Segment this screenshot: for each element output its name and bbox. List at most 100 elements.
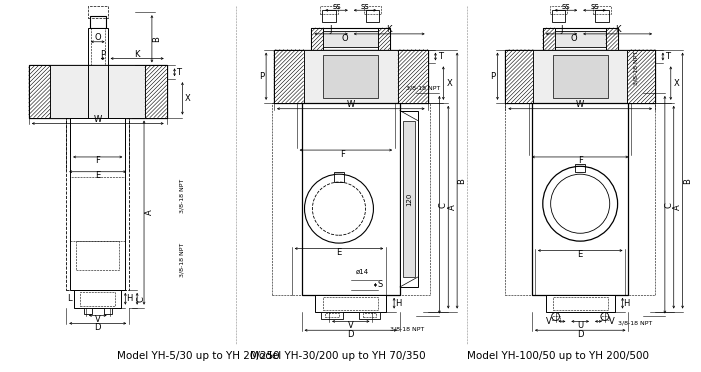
Text: K: K — [615, 25, 620, 35]
Bar — [104, 308, 111, 314]
Bar — [543, 28, 618, 49]
Text: ss: ss — [562, 2, 571, 11]
Text: T: T — [438, 52, 443, 61]
Bar — [29, 65, 167, 118]
Text: T: T — [665, 52, 670, 61]
Text: J: J — [560, 25, 563, 35]
Bar — [67, 118, 129, 290]
Text: X: X — [184, 94, 190, 103]
Text: ø14: ø14 — [355, 269, 369, 275]
Bar — [576, 164, 585, 172]
Bar — [400, 111, 418, 287]
Text: B: B — [458, 178, 467, 183]
Text: W: W — [576, 100, 585, 109]
Text: V: V — [609, 317, 615, 326]
Bar — [543, 28, 554, 49]
Bar — [315, 295, 386, 311]
Text: 3/8-18 NPT: 3/8-18 NPT — [180, 243, 185, 278]
Text: K: K — [386, 25, 392, 35]
Bar — [274, 49, 428, 103]
Text: 3/8-18 NPT: 3/8-18 NPT — [618, 321, 652, 326]
Text: A: A — [448, 204, 456, 210]
Text: E: E — [578, 250, 583, 259]
Bar — [550, 6, 567, 14]
Text: E: E — [95, 171, 100, 180]
Bar — [593, 6, 611, 14]
Text: C: C — [137, 296, 146, 302]
Bar — [29, 65, 50, 118]
Text: 3/8-18 NPT: 3/8-18 NPT — [180, 179, 185, 214]
Bar — [84, 308, 92, 314]
Text: O: O — [95, 33, 101, 42]
Text: B: B — [683, 178, 692, 183]
Bar — [322, 10, 336, 22]
Text: H: H — [623, 299, 629, 308]
Text: Model YH-30/200 up to YH 70/350: Model YH-30/200 up to YH 70/350 — [250, 351, 426, 361]
Bar — [325, 312, 339, 317]
Bar — [323, 31, 379, 46]
Text: K: K — [135, 50, 140, 59]
Bar — [595, 10, 608, 22]
Bar — [90, 16, 106, 28]
Text: F: F — [578, 156, 583, 166]
Bar — [505, 49, 655, 103]
Text: W: W — [347, 100, 355, 109]
Text: O: O — [341, 34, 348, 43]
Bar — [311, 28, 323, 49]
Bar — [274, 49, 304, 103]
Bar — [398, 49, 428, 103]
Bar — [321, 311, 343, 320]
Bar — [532, 103, 628, 295]
Bar — [88, 6, 107, 18]
Text: P: P — [259, 72, 264, 81]
Text: T: T — [176, 68, 181, 77]
Text: F: F — [95, 156, 100, 166]
Bar — [601, 317, 608, 320]
Text: X: X — [674, 78, 679, 88]
Bar — [627, 49, 655, 103]
Text: L: L — [67, 294, 72, 303]
Bar — [304, 49, 398, 103]
Text: Model YH-100/50 up to YH 200/500: Model YH-100/50 up to YH 200/500 — [467, 351, 649, 361]
Bar — [362, 312, 376, 317]
Bar — [365, 10, 379, 22]
Text: A: A — [673, 204, 682, 210]
Bar — [70, 118, 125, 290]
Bar — [552, 10, 566, 22]
Bar — [80, 292, 116, 306]
Bar — [70, 177, 125, 241]
Text: 3/8-18 NPT: 3/8-18 NPT — [406, 86, 440, 90]
Text: ss: ss — [332, 2, 341, 11]
Bar — [505, 103, 655, 295]
Text: F: F — [341, 150, 346, 158]
Text: A: A — [144, 210, 154, 215]
Text: C: C — [439, 202, 448, 208]
Text: P: P — [490, 72, 495, 81]
Bar — [323, 55, 379, 98]
Text: 120: 120 — [406, 193, 412, 206]
Text: O: O — [571, 34, 578, 43]
Text: H: H — [395, 299, 401, 308]
Text: V: V — [546, 317, 552, 326]
Text: P: P — [100, 50, 105, 59]
Bar — [606, 28, 618, 49]
Text: B: B — [152, 36, 161, 42]
Bar — [552, 55, 608, 98]
Text: V: V — [348, 321, 354, 330]
Bar — [552, 297, 608, 310]
Text: S: S — [378, 280, 383, 289]
Bar — [554, 31, 606, 46]
Text: H: H — [126, 294, 132, 303]
Bar — [272, 103, 430, 295]
Bar — [505, 49, 533, 103]
Bar — [364, 6, 381, 14]
Text: V: V — [95, 315, 101, 324]
Bar — [533, 49, 627, 103]
Text: 3/8-18 NPT: 3/8-18 NPT — [390, 327, 424, 332]
Bar — [359, 311, 381, 320]
Text: W: W — [94, 115, 102, 124]
Text: E: E — [336, 248, 341, 257]
Text: Model YH-5/30 up to YH 20/250: Model YH-5/30 up to YH 20/250 — [118, 351, 280, 361]
Bar — [379, 28, 390, 49]
Text: 3/8-18 NPT: 3/8-18 NPT — [634, 51, 639, 86]
